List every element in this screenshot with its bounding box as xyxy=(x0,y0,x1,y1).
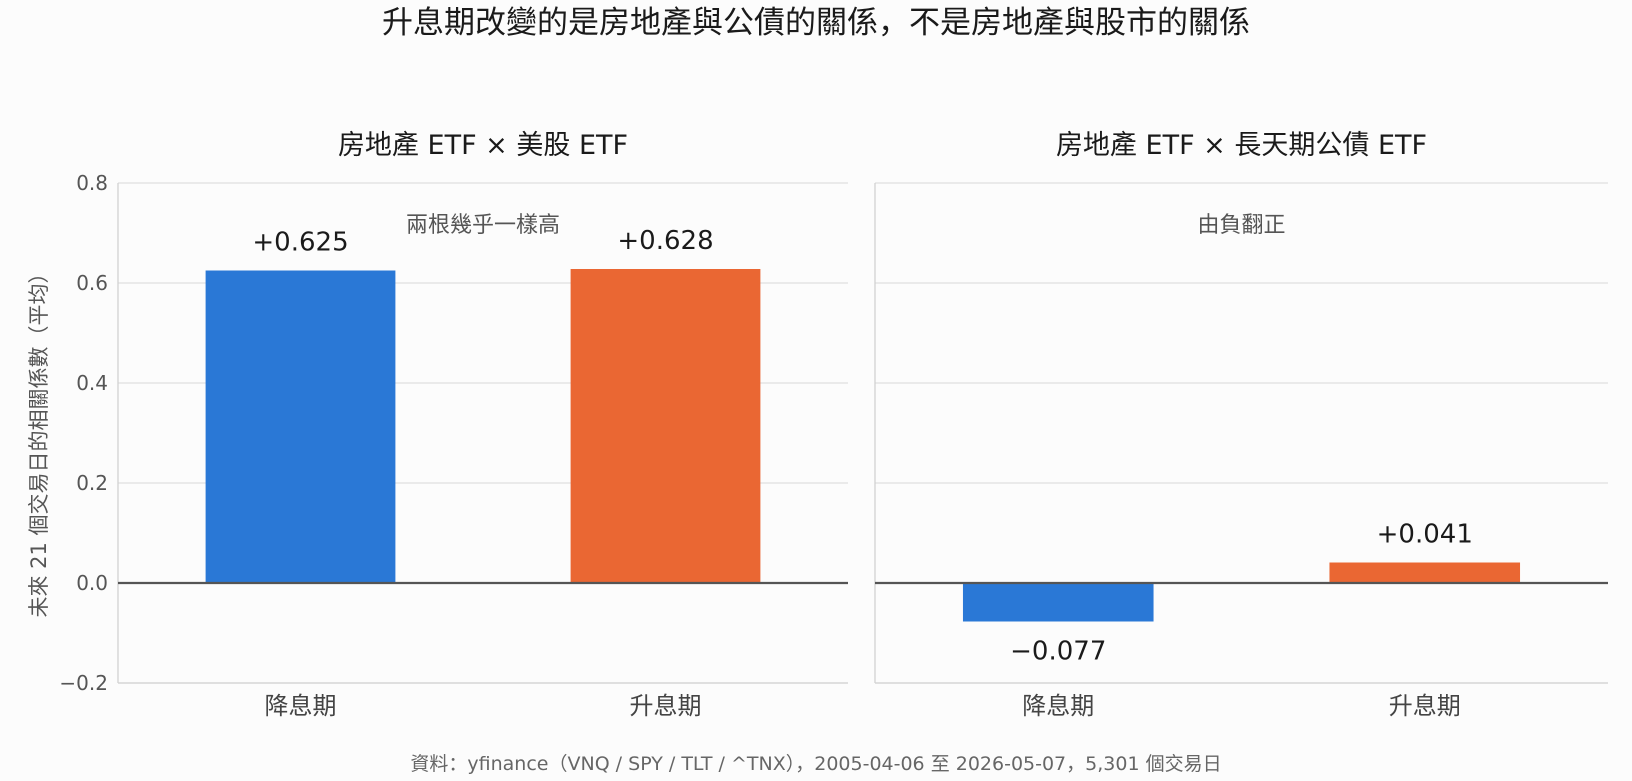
bar-cut xyxy=(962,583,1154,622)
bar-value-label: +0.628 xyxy=(617,226,713,256)
bar-hike xyxy=(1329,562,1521,583)
bar-value-label: +0.625 xyxy=(252,228,348,258)
y-tick-label: 0.6 xyxy=(76,271,108,295)
y-tick-label: 0.4 xyxy=(76,371,108,395)
bar-hike xyxy=(570,269,761,583)
panel-annotation: 由負翻正 xyxy=(1197,213,1285,238)
panel-1: −0.2 0.0 0.2 0.4 0.6 0.8 房地產 ETF × 美股 ETF 兩根幾乎一… xyxy=(59,130,848,720)
y-tick-label: 0.0 xyxy=(76,571,108,595)
y-tick-label: 0.8 xyxy=(76,171,108,195)
x-category-label: 升息期 xyxy=(1389,692,1461,720)
x-category-label: 降息期 xyxy=(1022,692,1094,720)
bar-value-label: −0.077 xyxy=(1010,637,1106,667)
x-category-label: 降息期 xyxy=(265,692,337,720)
panels: −0.2 0.0 0.2 0.4 0.6 0.8 房地產 ETF × 美股 ETF 兩根幾乎一… xyxy=(59,130,1608,720)
y-axis-label: 未來 21 個交易日的相關係數（平均） xyxy=(27,262,51,617)
source-note: 資料：yfinance（VNQ / SPY / TLT / ^TNX），2005… xyxy=(410,753,1221,775)
panel-annotation: 兩根幾乎一樣高 xyxy=(406,213,560,238)
y-tick-label: −0.2 xyxy=(59,671,108,695)
y-tick-label: 0.2 xyxy=(76,471,108,495)
panel-title: 房地產 ETF × 長天期公債 ETF xyxy=(1056,130,1427,161)
bar-cut xyxy=(205,270,396,583)
panel-2: 房地產 ETF × 長天期公債 ETF 由負翻正 −0.077 降息期 +0.041 升息… xyxy=(874,130,1608,720)
panel-title: 房地產 ETF × 美股 ETF xyxy=(338,130,628,161)
chart-title: 升息期改變的是房地產與公債的關係，不是房地產與股市的關係 xyxy=(382,5,1250,41)
x-category-label: 升息期 xyxy=(630,692,702,720)
bar-value-label: +0.041 xyxy=(1377,520,1473,550)
